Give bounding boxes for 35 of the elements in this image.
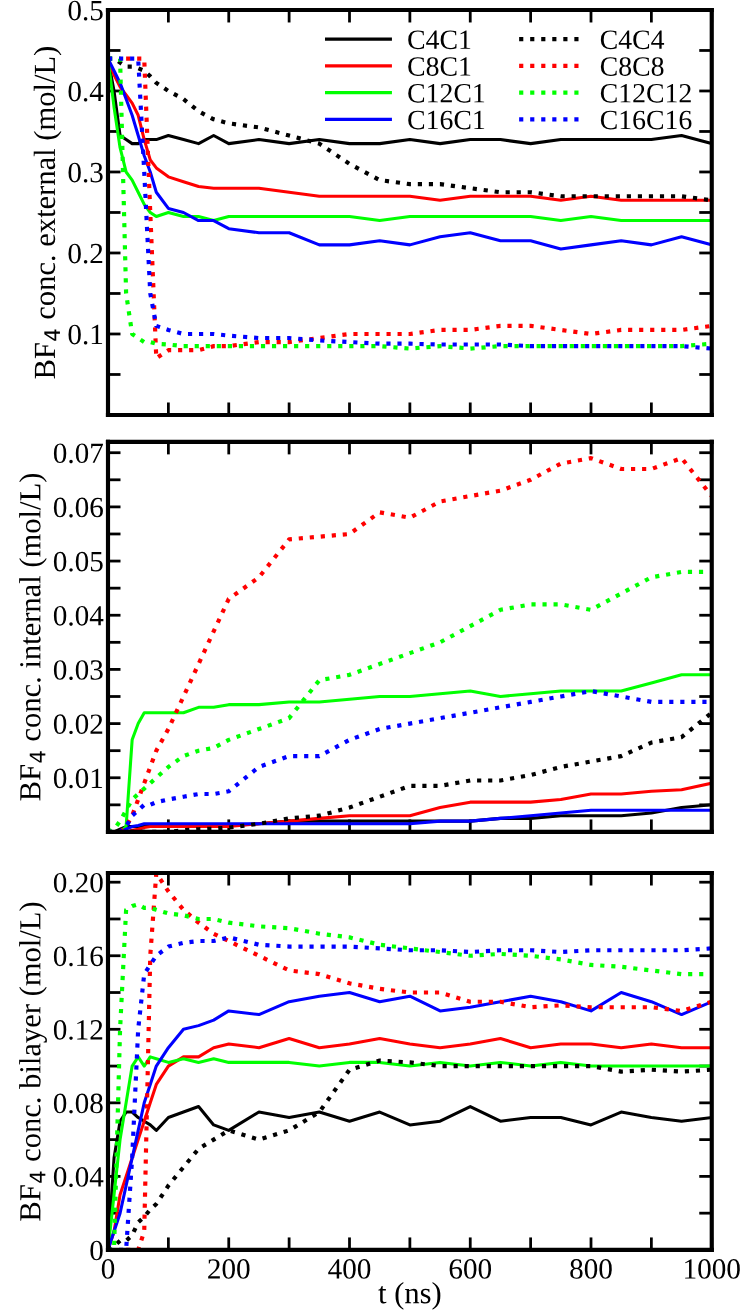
y-tick-label: 0.5 [68,0,103,21]
legend-label: C12C1 [408,83,485,103]
y-tick-label: 0.1 [68,324,103,345]
y-tick-label: 0.20 [53,872,103,893]
x-tick-label: 800 [570,1259,612,1279]
y-tick-label: 0.04 [53,605,104,626]
y-tick-label: 0.03 [53,660,103,680]
y-tick-label: 0 [90,1240,103,1261]
x-tick-label: 200 [208,1259,250,1279]
y-tick-label: 0.06 [53,497,103,518]
y-tick-label: 0.01 [53,768,103,789]
y-tick-label: 0.3 [68,162,103,183]
y-tick-label: 0.4 [68,81,104,102]
y-axis-title: BF$_{4}$ conc. internal (mol/L) [19,473,47,801]
y-tick-label: 0.12 [53,1020,103,1040]
legend-label: C8C8 [600,57,664,76]
y-tick-label: 0.08 [53,1093,103,1114]
y-tick-label: 0.05 [53,551,103,572]
legend-label: C4C1 [408,30,471,50]
legend-label: C4C4 [600,30,665,50]
y-axis-title: BF$_{4}$ conc. bilayer (mol/L) [19,902,47,1221]
legend-label: C16C1 [408,110,485,130]
x-tick-label: 600 [449,1259,492,1279]
y-tick-label: 0.04 [53,1167,104,1187]
legend-label: C16C16 [600,110,692,130]
legend-label: C12C12 [600,83,691,103]
y-tick-label: 0.02 [53,714,103,735]
x-tick-label: 1000 [685,1259,740,1279]
y-tick-label: 0.07 [53,443,103,464]
y-tick-label: 0.2 [68,243,103,264]
legend-label: C8C1 [408,57,471,76]
x-tick-label: 400 [328,1259,371,1279]
y-axis-title: BF$_{4}$ conc. external (mol/L) [33,47,62,379]
x-axis-title: t (ns) [378,1281,441,1310]
y-tick-label: 0.16 [53,946,103,967]
